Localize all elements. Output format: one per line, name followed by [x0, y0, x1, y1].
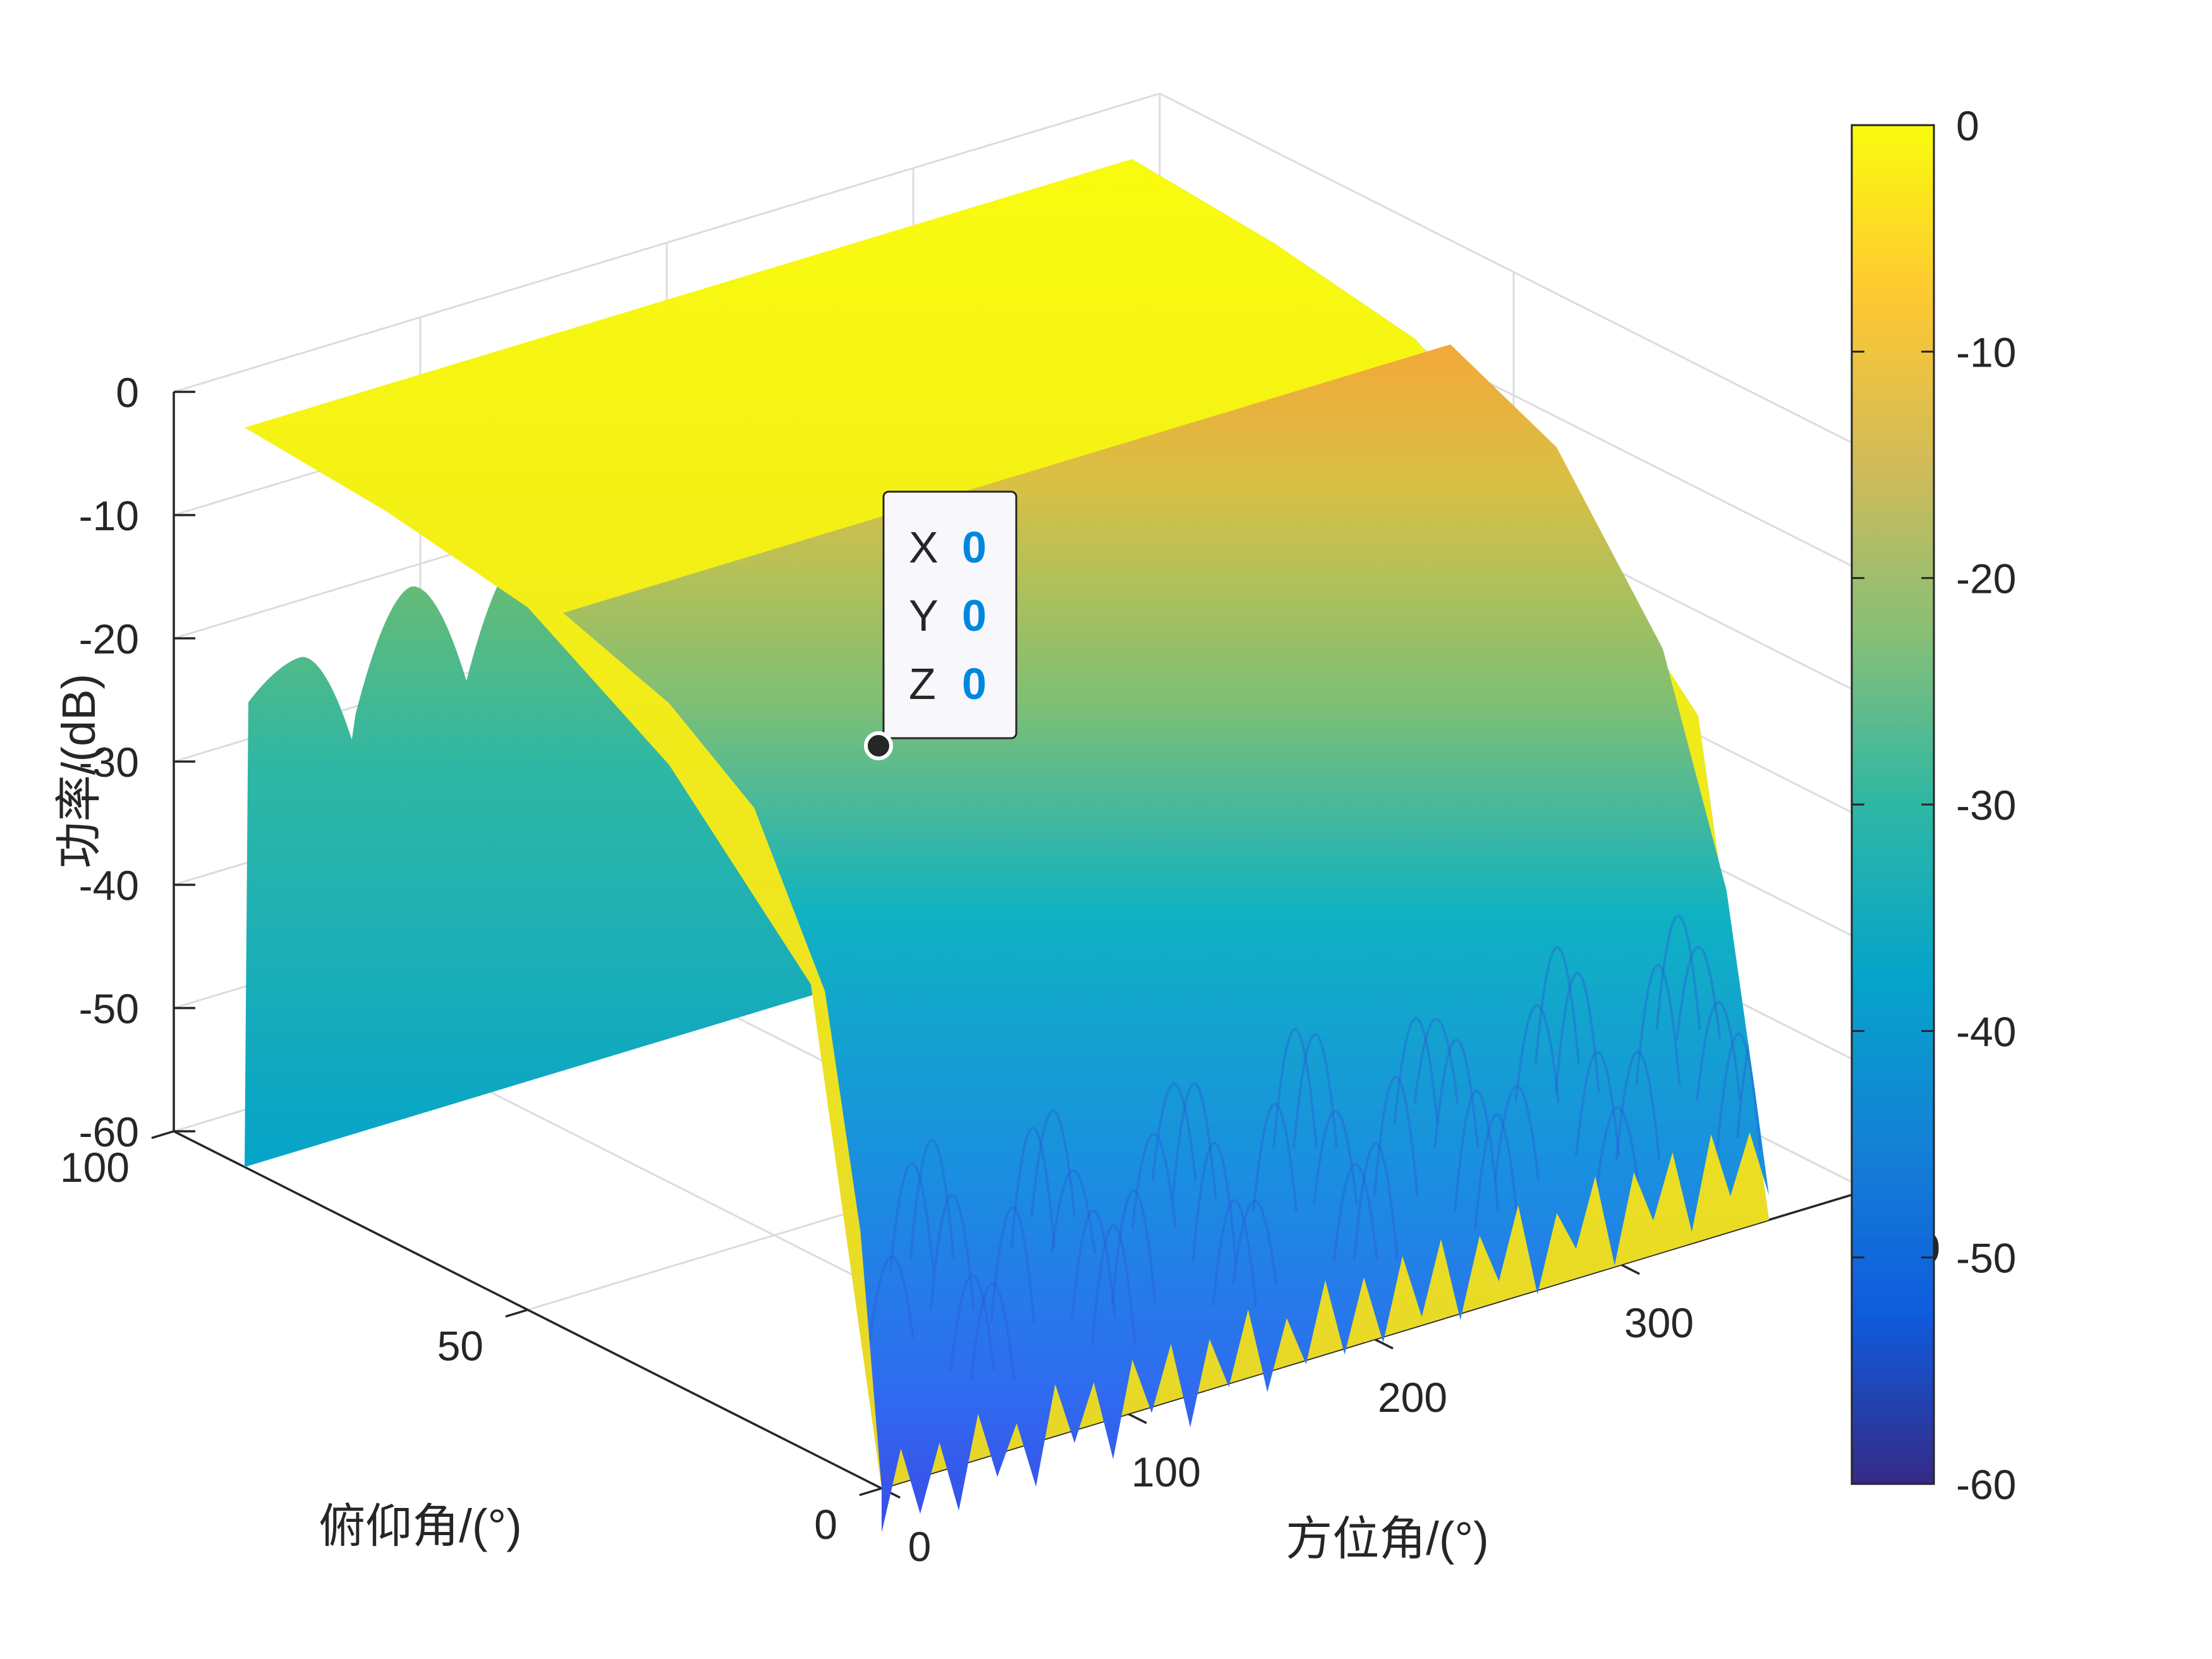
colorbar: 0 -10 -20 -30 -40 -50 -60 — [1850, 102, 2016, 1508]
z-tick-label: -20 — [79, 616, 139, 662]
colorbar-tick-label: -20 — [1956, 556, 2016, 602]
z-tick-label: 0 — [116, 369, 139, 416]
z-axis-title: 功率/(dB) — [52, 674, 105, 868]
datatip-value: 0 — [962, 591, 987, 640]
surface-mesh — [245, 159, 1769, 1533]
colorbar-tick-label: -50 — [1956, 1235, 2016, 1282]
colorbar-tick-label: -60 — [1956, 1461, 2016, 1508]
x-tick-label: 100 — [1131, 1449, 1201, 1495]
colorbar-tick-label: -10 — [1956, 329, 2016, 375]
colorbar-tick-label: -40 — [1956, 1008, 2016, 1055]
z-tick-label: -60 — [79, 1109, 139, 1155]
datatip-key: Y — [909, 591, 939, 640]
z-tick-label: -40 — [79, 862, 139, 909]
x-tick-mark — [1374, 1338, 1394, 1350]
datatip-key: X — [909, 523, 939, 572]
grid-line — [1159, 92, 1868, 452]
y-tick-mark — [505, 1308, 528, 1318]
y-tick-mark — [859, 1487, 882, 1497]
z-tick-label: -30 — [79, 739, 139, 786]
x-tick-label: 0 — [908, 1523, 932, 1570]
datatip-key: Z — [909, 659, 936, 708]
z-tick-label: -50 — [79, 985, 139, 1032]
y-axis-title: 俯仰角/(°) — [319, 1500, 521, 1552]
x-tick-mark — [1620, 1263, 1640, 1275]
datatip-value: 0 — [962, 523, 987, 572]
surface-sidelobe-arches — [868, 915, 1769, 1380]
x-tick-mark — [1127, 1413, 1147, 1425]
x-tick-label: 300 — [1624, 1299, 1694, 1346]
colorbar-ticks: 0 -10 -20 -30 -40 -50 -60 — [1852, 102, 2016, 1508]
tick-labels: 01002003004000501000-10-20-30-40-50-60 — [60, 369, 1940, 1570]
z-tick-label: -10 — [79, 492, 139, 539]
datatip-box — [882, 490, 1018, 739]
datatip[interactable]: X 0Y 0Z 0 — [864, 490, 1018, 760]
grid-line — [173, 92, 1160, 393]
surface-front-face — [563, 344, 1769, 1533]
x-axis-title: 方位角/(°) — [1285, 1512, 1488, 1565]
y-tick-label: 100 — [60, 1144, 130, 1191]
datatip-marker[interactable] — [864, 731, 893, 760]
y-tick-label: 0 — [814, 1501, 837, 1548]
colorbar-tick-label: 0 — [1956, 102, 1979, 149]
datatip-value: 0 — [962, 659, 987, 708]
x-tick-label: 200 — [1378, 1374, 1447, 1421]
colorbar-bar — [1850, 124, 1935, 1485]
y-tick-mark — [151, 1130, 174, 1139]
colorbar-tick-label: -30 — [1956, 782, 2016, 829]
y-tick-label: 50 — [437, 1323, 483, 1370]
